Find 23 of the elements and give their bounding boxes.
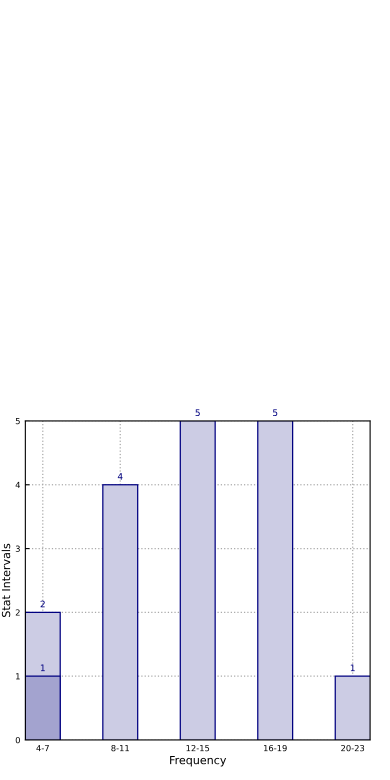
data-label: 4 xyxy=(118,473,123,480)
data-label: 1 xyxy=(40,664,45,672)
y-tick-label: 3 xyxy=(16,546,20,552)
bar xyxy=(257,420,294,740)
x-tick-label: 16-19 xyxy=(264,744,287,752)
y-tick-label: 1 xyxy=(16,673,20,680)
y-tick-label: 5 xyxy=(16,418,20,424)
data-label: 2 xyxy=(40,600,45,608)
x-tick-label: 4-7 xyxy=(36,745,49,752)
x-tick-label: 20-23 xyxy=(341,744,364,752)
x-axis-title: Frequency xyxy=(170,756,226,766)
data-label: 5 xyxy=(196,409,200,416)
bar xyxy=(180,420,216,740)
x-tick-label: 8-11 xyxy=(111,744,129,752)
bar xyxy=(334,676,370,740)
x-tick-label: 12-15 xyxy=(186,744,210,752)
y-axis-title: Stat Intervals xyxy=(2,544,10,617)
bar xyxy=(102,484,138,740)
y-tick-label: 4 xyxy=(16,482,20,488)
data-label: 5 xyxy=(273,409,278,416)
data-label: 1 xyxy=(350,664,355,672)
y-tick-label: 0 xyxy=(16,736,20,744)
y-tick-label: 2 xyxy=(16,609,20,616)
